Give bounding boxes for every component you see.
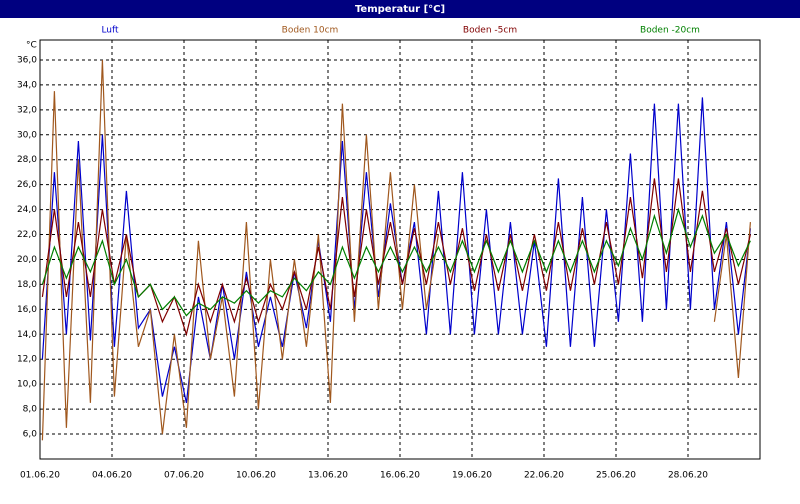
legend-label: Luft: [101, 26, 119, 36]
y-tick-label: 36,0: [17, 55, 37, 65]
y-tick-label: 24,0: [17, 205, 37, 215]
y-tick-label: 12,0: [17, 355, 37, 365]
x-tick-label: 04.06.20: [92, 471, 132, 481]
x-tick-label: 28.06.20: [668, 471, 708, 481]
x-tick-label: 22.06.20: [524, 471, 564, 481]
y-tick-label: 32,0: [17, 105, 37, 115]
y-tick-label: 14,0: [17, 330, 37, 340]
y-tick-label: 20,0: [17, 255, 37, 265]
y-tick-label: 18,0: [17, 280, 37, 290]
title-bar: [0, 0, 800, 18]
y-tick-label: 8,0: [23, 405, 38, 415]
x-tick-label: 25.06.20: [596, 471, 636, 481]
y-tick-label: 16,0: [17, 305, 37, 315]
x-tick-label: 19.06.20: [452, 471, 492, 481]
legend-label: Boden 10cm: [282, 26, 339, 36]
legend-label: Boden -20cm: [640, 26, 700, 36]
y-tick-label: 28,0: [17, 155, 37, 165]
y-unit: °C: [26, 41, 37, 51]
y-tick-label: 22,0: [17, 230, 37, 240]
series-line: [41, 59, 751, 441]
y-tick-label: 30,0: [17, 130, 37, 140]
x-tick-label: 07.06.20: [164, 471, 204, 481]
y-tick-label: 10,0: [17, 380, 37, 390]
y-tick-label: 34,0: [17, 80, 37, 90]
y-tick-label: 26,0: [17, 180, 37, 190]
x-tick-label: 16.06.20: [380, 471, 420, 481]
x-tick-label: 01.06.20: [20, 471, 60, 481]
series-line: [41, 178, 751, 337]
y-tick-label: 6,0: [23, 430, 38, 440]
x-tick-label: 13.06.20: [308, 471, 348, 481]
chart-title: Temperatur [°C]: [355, 4, 445, 15]
legend-label: Boden -5cm: [463, 26, 517, 36]
series-line: [41, 207, 751, 317]
x-tick-label: 10.06.20: [236, 471, 276, 481]
